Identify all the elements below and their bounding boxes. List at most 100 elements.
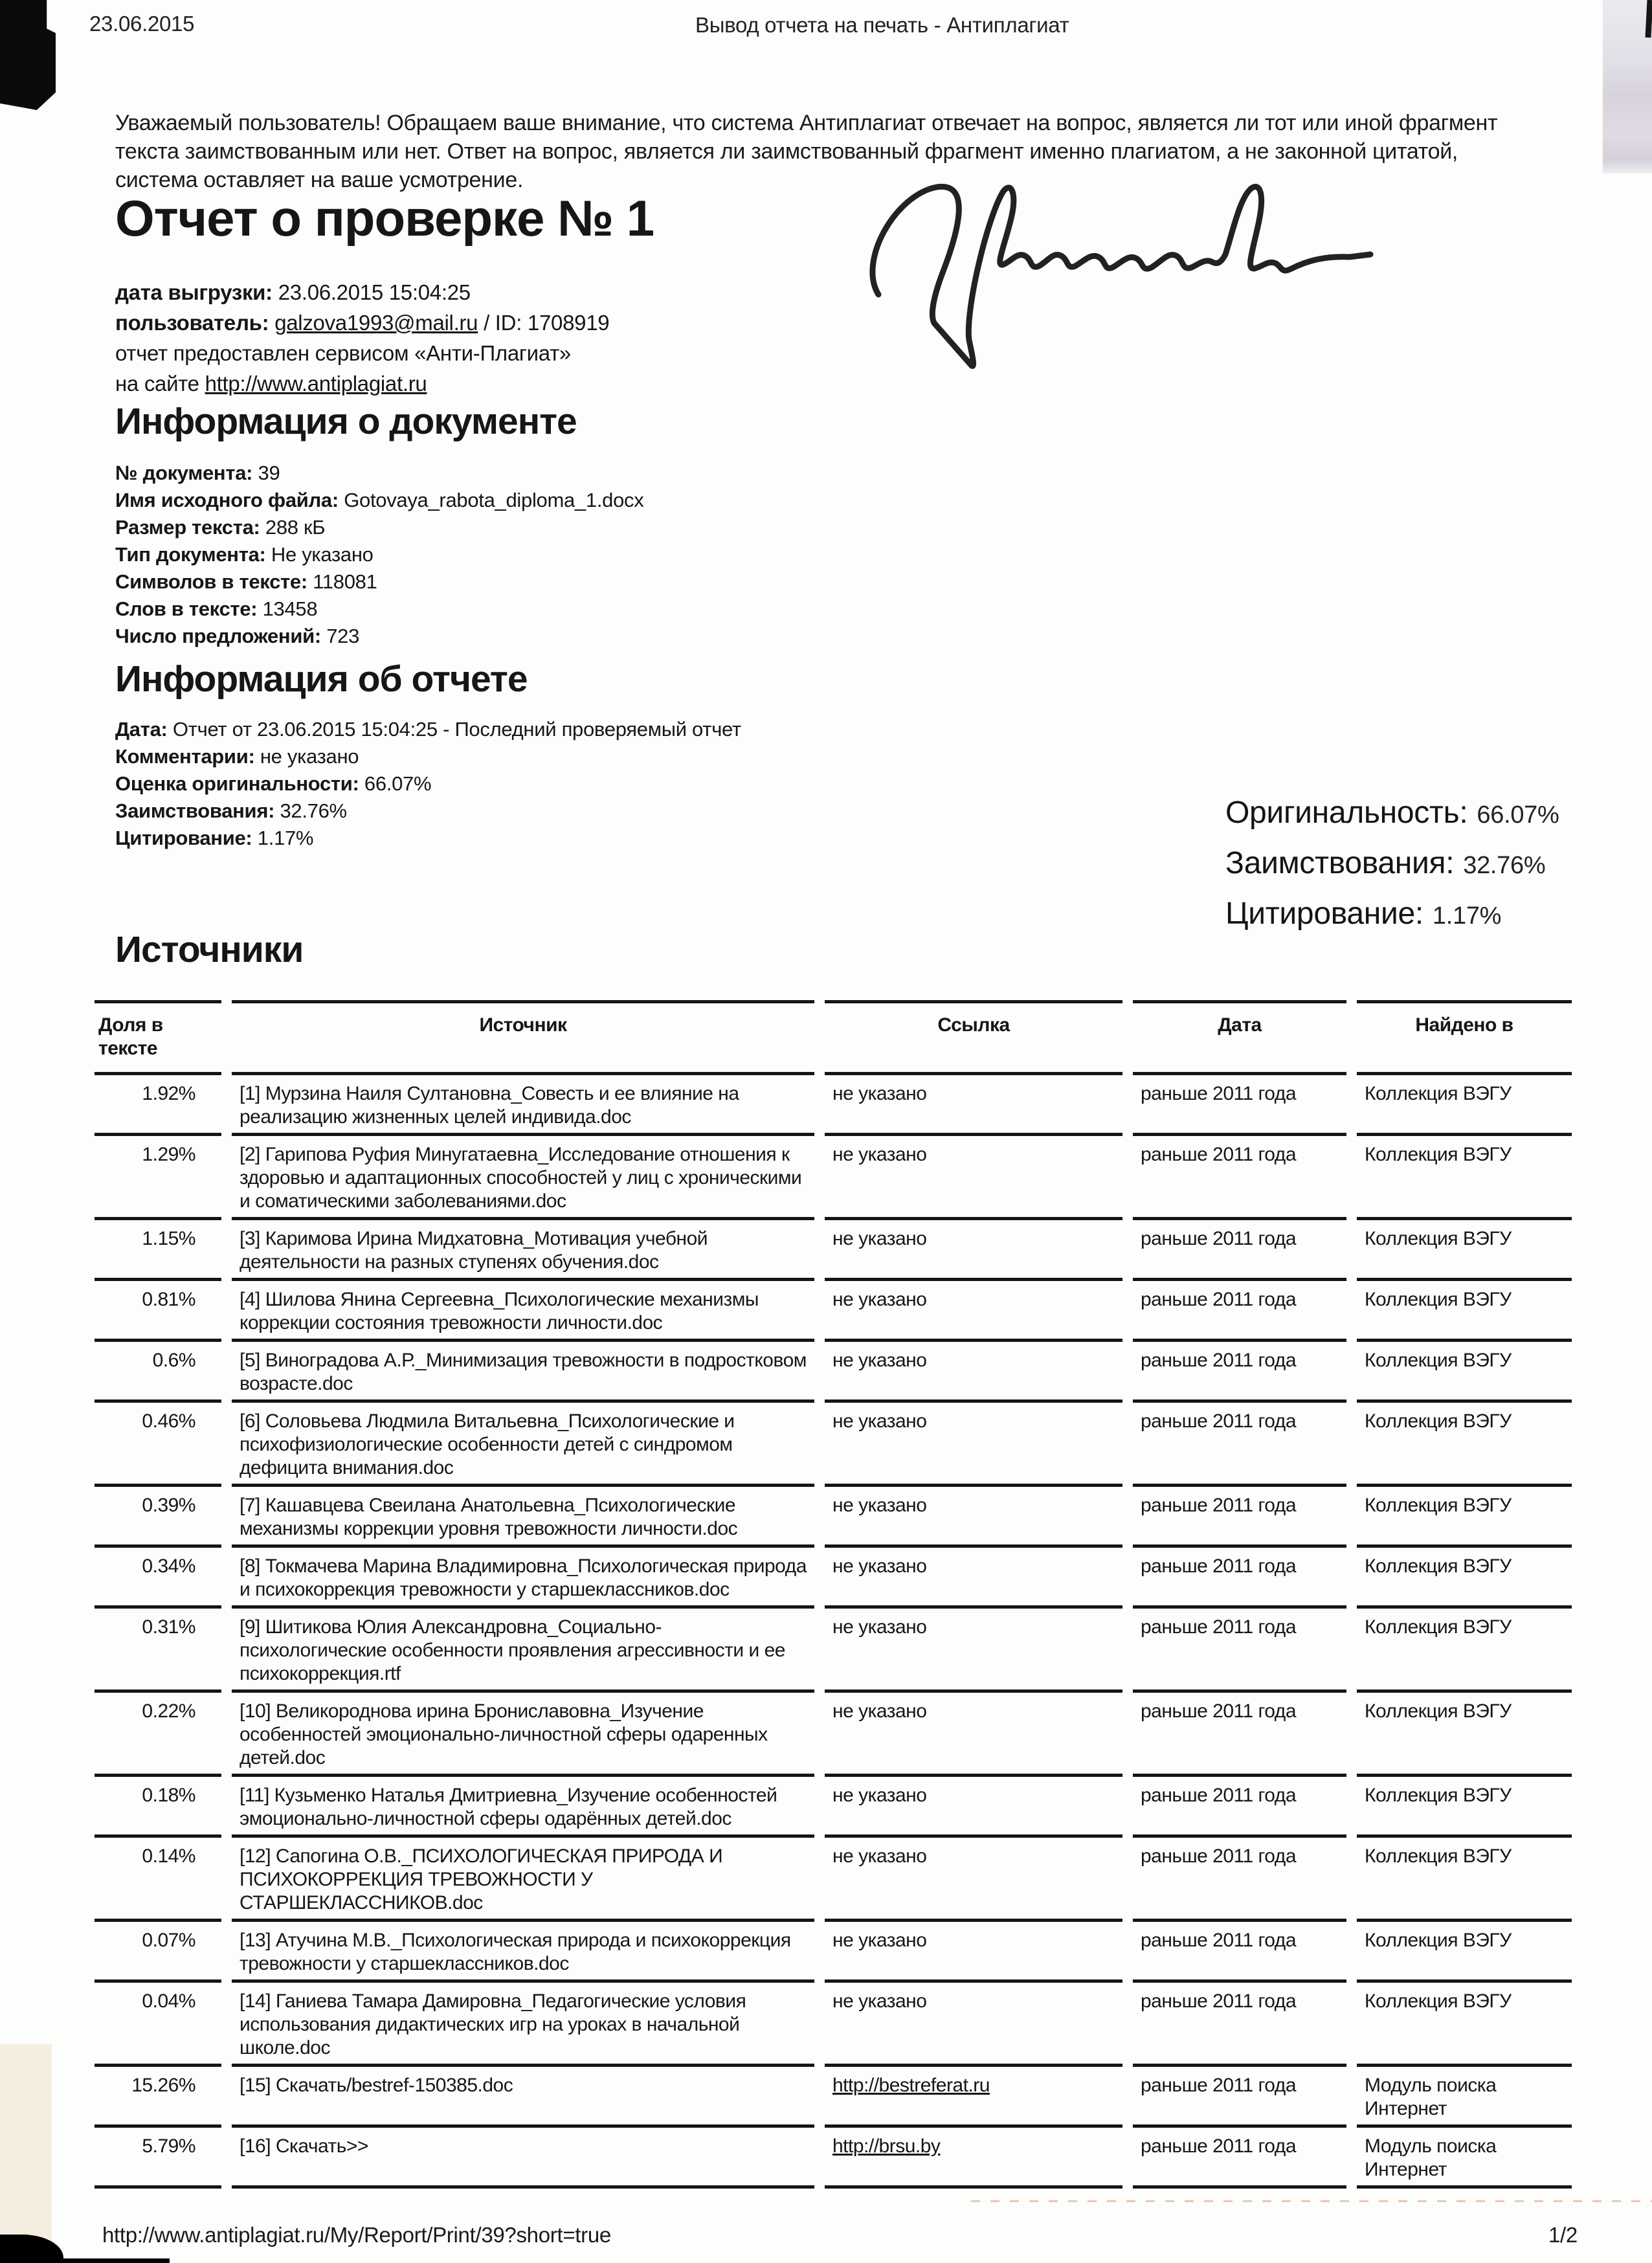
source-share: 0.46%	[95, 1403, 221, 1487]
report-info-row: Цитирование: 1.17%	[115, 825, 741, 852]
footer-url: http://www.antiplagiat.ru/My/Report/Prin…	[102, 2223, 611, 2247]
site-prefix: на сайте	[115, 372, 199, 396]
info-label: Дата:	[115, 718, 168, 741]
source-found-in: Коллекция ВЭГУ	[1357, 1075, 1572, 1136]
sources-heading: Источники	[115, 929, 304, 970]
source-title: [12] Сапогина О.В._ПСИХОЛОГИЧЕСКАЯ ПРИРО…	[232, 1838, 814, 1922]
source-date: раньше 2011 года	[1133, 1342, 1346, 1403]
source-share: 5.79%	[95, 2128, 221, 2189]
sources-table: Доля в тексте Источник Ссылка Дата Найде…	[84, 1000, 1582, 2189]
source-link[interactable]: http://brsu.by	[825, 2128, 1122, 2189]
source-row: 15.26% [15] Скачать/bestref-150385.doc h…	[95, 2067, 1572, 2128]
service-line: отчет предоставлен сервисом «Анти-Плагиа…	[115, 341, 571, 365]
document-info-row: Слов в тексте: 13458	[115, 596, 643, 623]
source-found-in: Коллекция ВЭГУ	[1357, 1136, 1572, 1220]
source-link[interactable]: http://bestreferat.ru	[825, 2067, 1122, 2128]
originality-summary: Оригинальность: 66.07% Заимствования: 32.7…	[1225, 795, 1559, 946]
upload-date-label: дата выгрузки:	[115, 280, 273, 304]
upload-date-line: дата выгрузки: 23.06.2015 15:04:25	[115, 277, 609, 307]
col-link: Ссылка	[825, 1000, 1122, 1075]
source-share: 1.15%	[95, 1220, 221, 1281]
report-title: Отчет о проверке № 1	[115, 190, 654, 247]
user-email-link[interactable]: galzova1993@mail.ru	[274, 311, 478, 335]
col-source: Источник	[232, 1000, 814, 1075]
summary-label: Цитирование:	[1225, 897, 1423, 931]
scan-artifact-bottom-bar	[0, 2258, 170, 2263]
sources-header-row: Доля в тексте Источник Ссылка Дата Найде…	[95, 1000, 1572, 1075]
source-title: [4] Шилова Янина Сергеевна_Психологическ…	[232, 1281, 814, 1342]
source-link: не указано	[825, 1922, 1122, 1983]
document-info-heading: Информация о документе	[115, 401, 577, 442]
source-row: 0.18% [11] Кузьменко Наталья Дмитриевна_…	[95, 1777, 1572, 1838]
source-row: 1.15% [3] Каримова Ирина Мидхатовна_Моти…	[95, 1220, 1572, 1281]
source-row: 0.31% [9] Шитикова Юлия Александровна_Со…	[95, 1609, 1572, 1693]
summary-value: 66.07%	[1477, 801, 1559, 829]
scan-artifact-dotted-line	[971, 2200, 1652, 2202]
info-value: 1.17%	[257, 827, 314, 849]
info-value: Не указано	[271, 543, 374, 566]
col-found: Найдено в	[1357, 1000, 1572, 1075]
document-info-row: № документа: 39	[115, 460, 643, 487]
source-share: 0.07%	[95, 1922, 221, 1983]
source-found-in: Коллекция ВЭГУ	[1357, 1487, 1572, 1548]
source-date: раньше 2011 года	[1133, 1983, 1346, 2067]
info-value: Gotovaya_rabota_diploma_1.docx	[344, 489, 644, 511]
col-date: Дата	[1133, 1000, 1346, 1075]
info-value: 288 кБ	[265, 516, 326, 539]
source-found-in: Коллекция ВЭГУ	[1357, 1693, 1572, 1777]
source-date: раньше 2011 года	[1133, 1609, 1346, 1693]
source-row: 1.92% [1] Мурзина Наиля Султановна_Совес…	[95, 1075, 1572, 1136]
source-date: раньше 2011 года	[1133, 1075, 1346, 1136]
report-info-row: Дата: Отчет от 23.06.2015 15:04:25 - Пос…	[115, 716, 741, 743]
source-link: не указано	[825, 1342, 1122, 1403]
source-share: 0.14%	[95, 1838, 221, 1922]
source-row: 0.6% [5] Виноградова А.Р._Минимизация тр…	[95, 1342, 1572, 1403]
source-link: не указано	[825, 1281, 1122, 1342]
info-value: 66.07%	[364, 772, 432, 795]
scan-artifact-bottom-left-corner	[0, 2235, 63, 2263]
print-page-title: Вывод отчета на печать - Антиплагиат	[695, 13, 1069, 37]
user-id: / ID: 1708919	[484, 311, 610, 335]
source-date: раньше 2011 года	[1133, 1777, 1346, 1838]
upload-date-value: 23.06.2015 15:04:25	[278, 280, 471, 304]
source-link: не указано	[825, 1136, 1122, 1220]
source-title: [9] Шитикова Юлия Александровна_Социальн…	[232, 1609, 814, 1693]
source-share: 0.39%	[95, 1487, 221, 1548]
source-date: раньше 2011 года	[1133, 1136, 1346, 1220]
document-info-row: Имя исходного файла: Gotovaya_rabota_dip…	[115, 487, 644, 514]
source-share: 0.04%	[95, 1983, 221, 2067]
footer-page-number: 1/2	[1548, 2223, 1578, 2247]
col-share: Доля в тексте	[95, 1000, 221, 1075]
source-row: 0.34% [8] Токмачева Марина Владимировна_…	[95, 1548, 1572, 1609]
source-date: раньше 2011 года	[1133, 1281, 1346, 1342]
report-info-row: Комментарии: не указано	[115, 743, 741, 770]
source-title: [3] Каримова Ирина Мидхатовна_Мотивация …	[232, 1220, 814, 1281]
info-label: Оценка оригинальности:	[115, 772, 359, 795]
source-found-in: Коллекция ВЭГУ	[1357, 1777, 1572, 1838]
intro-paragraph: Уважаемый пользователь! Обращаем ваше вн…	[115, 111, 1498, 192]
source-row: 1.29% [2] Гарипова Руфия Минугатаевна_Ис…	[95, 1136, 1572, 1220]
scan-artifact-top-right-sliver	[1645, 0, 1652, 38]
document-info-row: Символов в тексте: 118081	[115, 568, 643, 596]
scan-artifact-bottom-left-strip	[0, 2044, 52, 2263]
document-info-row: Число предложений: 723	[115, 623, 643, 650]
source-found-in: Модуль поиска Интернет	[1357, 2067, 1572, 2128]
scan-artifact-top-right-strip	[1603, 0, 1652, 173]
source-date: раньше 2011 года	[1133, 1487, 1346, 1548]
print-date: 23.06.2015	[89, 12, 195, 36]
user-label: пользователь:	[115, 311, 269, 335]
source-share: 0.81%	[95, 1281, 221, 1342]
site-url-link[interactable]: http://www.antiplagiat.ru	[205, 372, 427, 396]
source-title: [5] Виноградова А.Р._Минимизация тревожн…	[232, 1342, 814, 1403]
source-link: не указано	[825, 1983, 1122, 2067]
summary-row: Оригинальность: 66.07%	[1225, 795, 1559, 831]
info-value: 13458	[262, 597, 318, 620]
source-share: 0.18%	[95, 1777, 221, 1838]
summary-label: Заимствования:	[1225, 846, 1455, 880]
source-title: [7] Кашавцева Свеилана Анатольевна_Психо…	[232, 1487, 814, 1548]
user-line: пользователь: galzova1993@mail.ru / ID: …	[115, 307, 610, 338]
info-value: 723	[326, 625, 360, 647]
info-label: Имя исходного файла:	[115, 489, 339, 511]
source-found-in: Коллекция ВЭГУ	[1357, 1548, 1572, 1609]
info-label: Символов в тексте:	[115, 570, 307, 593]
